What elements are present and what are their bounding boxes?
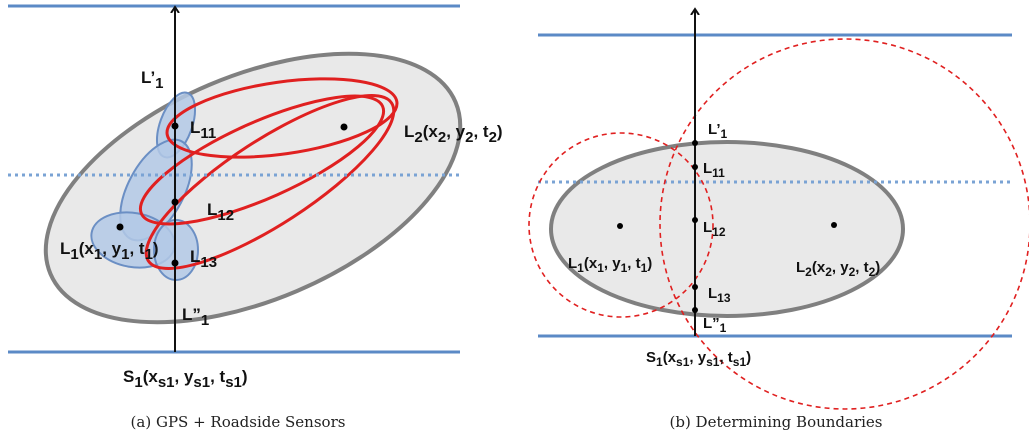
label-l1-coords-a: L1(x1, y1, t1) — [60, 239, 159, 263]
label-l11-a: L11 — [190, 118, 216, 142]
red-ellipse-l13-l2 — [144, 94, 396, 270]
label-l13-b: L13 — [708, 285, 731, 305]
label-l2-coords-b: L2(x2, y2, t2) — [796, 259, 880, 279]
label-l1-prime-b: L’1 — [708, 121, 728, 141]
boundary-circle-l2 — [659, 38, 1029, 410]
label-s1-coords-a: S1(xs1, ys1, ts1) — [123, 367, 248, 391]
label-l11-b: L11 — [703, 160, 725, 180]
points-a — [116, 122, 348, 267]
point-l2-b — [831, 222, 837, 228]
label-l12-a: L12 — [207, 200, 234, 224]
point-l11-b — [692, 164, 698, 170]
uncertainty-ellipse-a — [43, 51, 463, 325]
caption-a: (a) GPS + Roadside Sensors — [131, 413, 346, 431]
point-l1-prime-b — [692, 140, 698, 146]
point-l12-b — [692, 217, 698, 223]
point-l12-a — [171, 198, 179, 206]
uncertainty-ellipse-b — [549, 140, 905, 318]
point-l1-b — [617, 223, 623, 229]
candidate-ellipses-a — [138, 77, 399, 270]
red-ellipse-l12-l2 — [138, 94, 386, 226]
point-l1-a — [116, 223, 124, 231]
points-b — [617, 140, 837, 313]
label-l2-coords-a: L2(x2, y2, t2) — [404, 122, 503, 146]
red-ellipse-l11-l2 — [165, 77, 399, 159]
label-l1-prime-a: L’1 — [141, 68, 164, 92]
panel-b: L’1 L11 L12 L13 L”1 L1(x1, y1, t1) L2(x2… — [528, 10, 1029, 431]
point-l11-a — [171, 122, 179, 130]
label-l12-b: L12 — [703, 219, 726, 239]
label-l1-double-prime-b: L”1 — [703, 315, 727, 335]
caption-b: (b) Determining Boundaries — [669, 413, 882, 431]
point-l13-a — [171, 259, 179, 267]
label-l1-coords-b: L1(x1, y1, t1) — [568, 255, 652, 275]
point-l2-a — [340, 123, 348, 131]
point-l1-double-prime-b — [692, 307, 698, 313]
point-l13-b — [692, 284, 698, 290]
boundary-circle-l1 — [528, 132, 714, 318]
label-l13-a: L13 — [190, 247, 217, 271]
label-l1-double-prime-a: L”1 — [182, 305, 209, 329]
boundary-circles-b — [528, 38, 1029, 410]
label-s1-coords-b: S1(xs1, ys1, ts1) — [646, 349, 751, 369]
panel-a: L’1 L11 L12 L13 L”1 L1(x1, y1, t1) L2(x2… — [8, 4, 503, 431]
